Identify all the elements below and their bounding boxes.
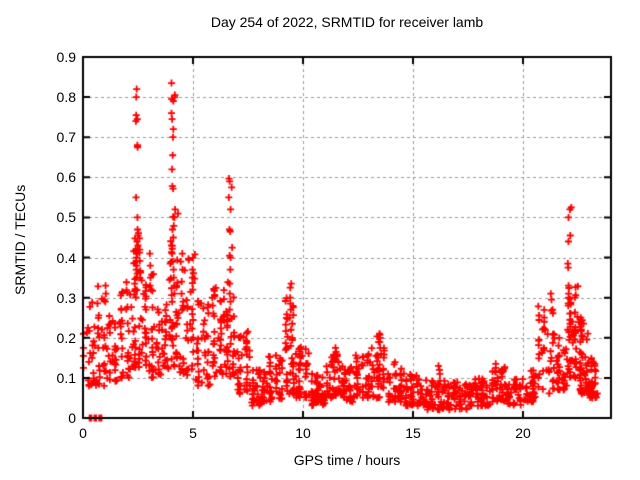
y-tick-label: 0.1 — [56, 369, 76, 386]
y-tick-label: 0.8 — [56, 89, 76, 106]
x-tick-label: 15 — [405, 425, 421, 441]
y-tick-label: 0.7 — [56, 129, 76, 146]
y-tick-label: 0 — [68, 410, 76, 426]
y-tick-label: 0.2 — [56, 329, 76, 346]
chart-title: Day 254 of 2022, SRMTID for receiver lam… — [210, 14, 484, 30]
y-axis-label: SRMTID / TECUs — [12, 184, 28, 296]
x-tick-label: 5 — [189, 425, 197, 441]
x-axis-label: GPS time / hours — [293, 452, 401, 468]
x-tick-label: 10 — [295, 425, 311, 441]
y-tick-label: 0.6 — [56, 169, 76, 186]
y-tick-label: 0.3 — [56, 289, 76, 306]
y-tick-label: 0.9 — [56, 49, 76, 65]
x-tick-label: 20 — [515, 425, 531, 441]
y-tick-label: 0.4 — [56, 249, 76, 266]
y-tick-label: 0.5 — [56, 209, 76, 226]
x-tick-label: 0 — [79, 425, 87, 441]
